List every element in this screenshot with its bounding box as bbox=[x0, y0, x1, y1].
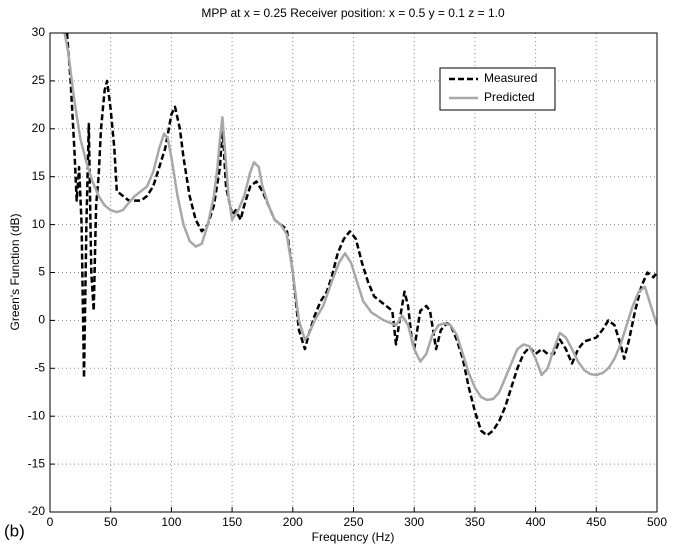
x-tick-label: 450 bbox=[586, 515, 606, 529]
y-tick-label: 25 bbox=[32, 73, 46, 87]
y-tick-label: -20 bbox=[28, 504, 46, 518]
x-tick-label: 400 bbox=[526, 515, 546, 529]
x-tick-label: 50 bbox=[104, 515, 118, 529]
x-tick-label: 500 bbox=[647, 515, 667, 529]
y-tick-label: 5 bbox=[38, 265, 45, 279]
lines bbox=[63, 33, 657, 437]
x-tick-label: 150 bbox=[222, 515, 242, 529]
y-tick-label: 20 bbox=[32, 121, 46, 135]
y-tick-label: 0 bbox=[38, 313, 45, 327]
legend-box bbox=[439, 67, 556, 111]
y-tick-label: 30 bbox=[32, 25, 46, 39]
legend-label: Measured bbox=[484, 71, 537, 85]
x-tick-label: 300 bbox=[404, 515, 424, 529]
x-tick-label: 0 bbox=[47, 515, 54, 529]
legend-label: Predicted bbox=[484, 90, 535, 104]
chart-title: MPP at x = 0.25 Receiver position: x = 0… bbox=[201, 6, 505, 20]
x-tick-label: 250 bbox=[343, 515, 363, 529]
x-tick-label: 200 bbox=[283, 515, 303, 529]
x-axis-label: Frequency (Hz) bbox=[312, 530, 395, 544]
y-tick-label: 15 bbox=[32, 169, 46, 183]
y-tick-label: -15 bbox=[28, 456, 46, 470]
x-tick-label: 100 bbox=[161, 515, 181, 529]
x-tick-label: 350 bbox=[465, 515, 485, 529]
data-line bbox=[63, 33, 657, 402]
panel-label: (b) bbox=[4, 521, 25, 540]
y-tick-label: -10 bbox=[28, 408, 46, 422]
data-line bbox=[65, 33, 657, 437]
y-tick-label: -5 bbox=[34, 360, 45, 374]
plot-frame bbox=[49, 32, 658, 513]
y-axis-label: Green's Function (dB) bbox=[8, 213, 22, 330]
y-tick-label: 10 bbox=[32, 217, 46, 231]
